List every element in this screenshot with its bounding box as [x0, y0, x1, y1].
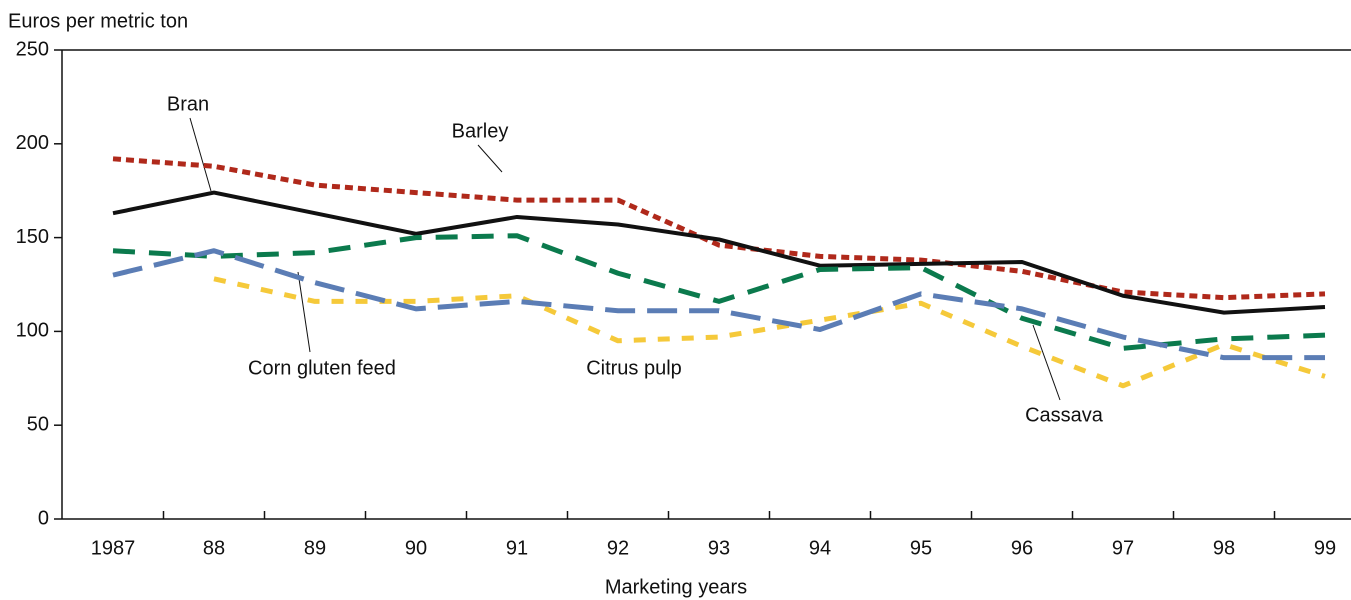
- x-tick-label: 98: [1213, 537, 1235, 559]
- leaders: [189, 117, 1061, 401]
- x-tick-label: 93: [708, 537, 730, 559]
- annotation: Cassava: [1025, 404, 1104, 426]
- y-tick-label: 0: [38, 507, 49, 529]
- leader-line: [1032, 324, 1061, 401]
- y-tick-label: 100: [16, 320, 49, 342]
- annotations: Bran Barley Corn gluten feed Citrus pulp…: [167, 93, 1104, 426]
- x-tick-label: 94: [809, 537, 831, 559]
- y-tick-label: 150: [16, 226, 49, 248]
- x-tick-label: 95: [910, 537, 932, 559]
- leader-line: [189, 117, 212, 192]
- x-tick-label: 92: [607, 537, 629, 559]
- annotation: Bran: [167, 93, 209, 115]
- series-line: [112, 156, 1326, 301]
- series-line: [112, 233, 1326, 351]
- x-tick-label: 89: [304, 537, 326, 559]
- x-tick-label: 88: [203, 537, 225, 559]
- x-tick-label: 97: [1112, 537, 1134, 559]
- x-tick-label: 91: [506, 537, 528, 559]
- leader-line: [297, 271, 311, 353]
- series-line: [112, 248, 1325, 361]
- series-line: [112, 190, 1326, 315]
- annotation: Corn gluten feed: [248, 357, 396, 379]
- x-tick-label: 96: [1011, 537, 1033, 559]
- y-tick-label: 200: [16, 132, 49, 154]
- annotation: Citrus pulp: [586, 357, 682, 379]
- y-tick-label: 250: [16, 38, 49, 60]
- x-tick-label: 1987: [91, 537, 136, 559]
- annotation: Barley: [452, 120, 509, 142]
- y-tick-label: 50: [27, 413, 49, 435]
- leader-line: [477, 144, 503, 173]
- x-tick-label: 90: [405, 537, 427, 559]
- y-axis-title: Euros per metric ton: [8, 10, 188, 32]
- x-axis-title: Marketing years: [605, 576, 747, 598]
- x-tick-label: 99: [1314, 537, 1336, 559]
